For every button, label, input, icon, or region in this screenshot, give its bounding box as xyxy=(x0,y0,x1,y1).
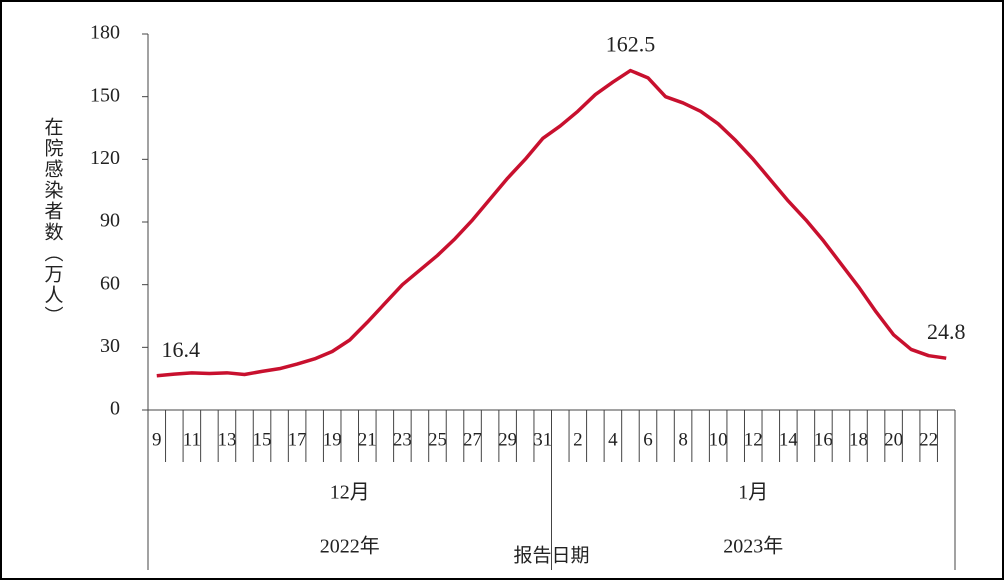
x-tick-label: 13 xyxy=(217,429,236,450)
data-label: 24.8 xyxy=(927,319,966,344)
x-tick-label: 23 xyxy=(393,429,412,450)
x-tick-label: 16 xyxy=(814,429,833,450)
y-tick-label: 180 xyxy=(90,22,120,44)
x-tick-label: 15 xyxy=(253,429,272,450)
x-tick-label: 12 xyxy=(744,429,763,450)
y-tick-label: 30 xyxy=(100,335,120,357)
y-tick-label: 120 xyxy=(90,147,120,169)
month-label: 1月 xyxy=(738,482,768,504)
x-tick-label: 19 xyxy=(323,429,342,450)
y-axis-title: 在院感染者数（万人） xyxy=(42,117,64,327)
x-tick-label: 2 xyxy=(573,429,583,450)
x-tick-label: 9 xyxy=(152,429,162,450)
y-tick-label: 60 xyxy=(100,272,120,294)
x-tick-label: 10 xyxy=(709,429,728,450)
x-tick-label: 11 xyxy=(183,429,201,450)
x-tick-label: 29 xyxy=(498,429,517,450)
x-tick-label: 4 xyxy=(608,429,618,450)
x-tick-label: 25 xyxy=(428,429,447,450)
x-tick-label: 6 xyxy=(643,429,653,450)
x-tick-label: 21 xyxy=(358,429,377,450)
data-label: 162.5 xyxy=(606,32,656,57)
data-label: 16.4 xyxy=(162,337,201,362)
x-tick-label: 17 xyxy=(288,429,307,450)
year-label: 2022年 xyxy=(320,535,380,558)
x-tick-label: 18 xyxy=(849,429,868,450)
data-line xyxy=(156,68,947,378)
x-axis-title: 报告日期 xyxy=(513,545,589,567)
x-tick-label: 27 xyxy=(463,429,482,450)
x-tick-label: 8 xyxy=(678,429,688,450)
y-tick-label: 0 xyxy=(110,398,120,420)
x-tick-label: 14 xyxy=(779,429,799,450)
y-tick-label: 150 xyxy=(90,84,120,106)
month-label: 12月 xyxy=(330,482,370,504)
x-tick-label: 22 xyxy=(919,429,938,450)
year-label: 2023年 xyxy=(723,535,783,558)
x-tick-label: 20 xyxy=(884,429,903,450)
y-tick-label: 90 xyxy=(100,210,120,232)
x-tick-label: 31 xyxy=(533,429,552,450)
